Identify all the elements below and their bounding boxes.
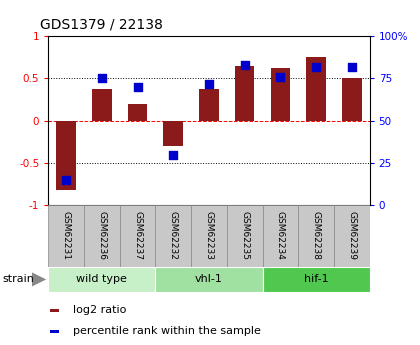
Polygon shape — [32, 272, 46, 287]
Bar — [128, 104, 147, 121]
Bar — [227, 205, 262, 267]
Bar — [56, 121, 76, 190]
Text: GSM62239: GSM62239 — [347, 210, 356, 259]
Bar — [92, 89, 112, 121]
Point — [349, 64, 355, 69]
Bar — [155, 205, 191, 267]
Text: GDS1379 / 22138: GDS1379 / 22138 — [40, 17, 163, 31]
Point — [241, 62, 248, 68]
Text: wild type: wild type — [76, 275, 127, 284]
Text: GSM62231: GSM62231 — [62, 210, 71, 259]
Text: GSM62233: GSM62233 — [205, 210, 213, 259]
Text: hif-1: hif-1 — [304, 275, 328, 284]
Bar — [262, 267, 370, 292]
Text: log2 ratio: log2 ratio — [73, 305, 126, 315]
Bar — [155, 267, 262, 292]
Bar — [298, 205, 334, 267]
Point — [63, 177, 70, 183]
Point — [98, 76, 105, 81]
Text: percentile rank within the sample: percentile rank within the sample — [73, 326, 261, 336]
Point — [277, 74, 284, 80]
Bar — [342, 78, 362, 121]
Point — [206, 81, 212, 86]
Bar — [235, 66, 255, 121]
Text: GSM62238: GSM62238 — [312, 210, 320, 259]
Text: GSM62234: GSM62234 — [276, 211, 285, 259]
Bar — [262, 205, 298, 267]
Text: GSM62237: GSM62237 — [133, 210, 142, 259]
Text: vhl-1: vhl-1 — [195, 275, 223, 284]
Bar — [334, 205, 370, 267]
Bar — [50, 309, 59, 312]
Bar — [199, 89, 219, 121]
Bar — [270, 68, 290, 121]
Bar — [163, 121, 183, 146]
Point — [134, 84, 141, 90]
Text: strain: strain — [2, 275, 34, 284]
Bar — [48, 267, 155, 292]
Bar — [50, 330, 59, 333]
Text: GSM62236: GSM62236 — [97, 210, 106, 259]
Bar — [48, 205, 84, 267]
Bar — [120, 205, 155, 267]
Bar — [306, 57, 326, 121]
Bar — [84, 205, 120, 267]
Point — [170, 152, 177, 157]
Point — [312, 64, 319, 69]
Text: GSM62235: GSM62235 — [240, 210, 249, 259]
Bar — [191, 205, 227, 267]
Text: GSM62232: GSM62232 — [169, 211, 178, 259]
